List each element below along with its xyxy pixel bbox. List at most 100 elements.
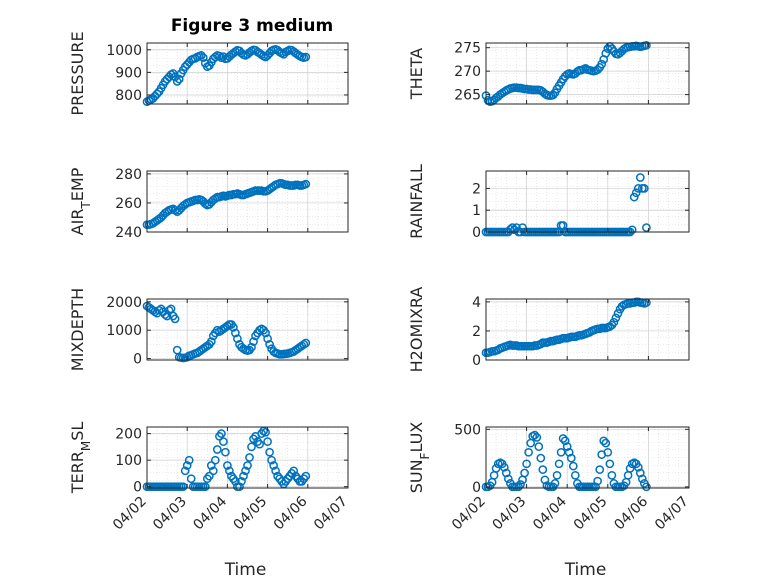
data-point (635, 173, 645, 182)
x-tick-label: 04/06 (611, 493, 651, 533)
data-point (560, 436, 570, 446)
data-point (536, 339, 546, 349)
data-point (550, 479, 560, 488)
data-series (481, 430, 651, 492)
grid (146, 298, 349, 361)
y-tick-label: 0 (472, 225, 481, 241)
data-point (245, 453, 254, 462)
y-axis-label: PRESSURE (68, 31, 87, 115)
x-tick-label: 04/03 (150, 494, 190, 534)
data-point (532, 433, 542, 442)
y-axis-label: THETA (407, 48, 426, 100)
data-point (265, 447, 274, 457)
data-point (642, 40, 651, 50)
data-point (538, 465, 548, 474)
data-point (593, 476, 602, 486)
data-point (603, 447, 613, 457)
data-point (299, 340, 309, 349)
x-tick-label: 04/05 (231, 494, 271, 534)
figure-title: Figure 3 medium (171, 16, 333, 36)
data-point (243, 461, 252, 470)
x-tick-label: 04/04 (190, 493, 230, 533)
subplot-7: 0 100 200 04/02 04/03 04/04 04/05 04/06 04/07 Tim… (68, 422, 351, 580)
axes-box (146, 42, 349, 105)
subplot-1: 800 900 1000 PRESSURE (68, 31, 349, 116)
y-tick-label: 0 (472, 353, 481, 369)
data-point (154, 305, 164, 315)
data-point (239, 471, 248, 481)
y-tick-label: 260 (115, 196, 142, 212)
y-tick-label: 1000 (106, 43, 142, 59)
y-tick-label: 0 (472, 480, 481, 496)
axes-box (485, 426, 690, 489)
data-point (206, 337, 216, 346)
data-point (219, 52, 228, 61)
data-point (639, 184, 649, 193)
data-point (625, 464, 635, 473)
data-point (540, 475, 550, 485)
data-point (152, 89, 162, 99)
data-point (269, 461, 278, 470)
data-point (595, 465, 605, 474)
data-series (142, 301, 311, 363)
y-axis-label: H2OMIXRA (407, 287, 426, 373)
data-point (642, 482, 651, 492)
data-point (231, 47, 240, 56)
subplot-8: 0 500 04/02 04/03 04/04 04/05 04/06 04/07 Time SU… (407, 422, 692, 580)
data-point (261, 427, 270, 437)
y-tick-label: 0 (133, 352, 142, 368)
data-point (235, 482, 244, 492)
y-tick-label: 100 (115, 453, 142, 469)
data-point (172, 77, 182, 86)
data-point (200, 482, 210, 492)
data-point (605, 459, 615, 469)
data-point (501, 468, 511, 478)
data-point (174, 74, 184, 84)
x-tick-label: 04/05 (571, 494, 611, 534)
data-point (591, 482, 600, 492)
data-point (170, 314, 180, 324)
data-point (568, 461, 578, 471)
data-point (261, 328, 270, 338)
data-point (508, 223, 517, 232)
y-tick-label: 2 (472, 181, 481, 197)
y-tick-label: 280 (115, 167, 142, 183)
data-point (271, 466, 280, 476)
data-point (524, 447, 533, 457)
data-series (142, 178, 311, 230)
data-point (635, 468, 645, 478)
x-tick-label: 04/07 (652, 494, 692, 534)
data-point (611, 313, 621, 323)
data-point (223, 461, 232, 470)
y-tick-label: 275 (454, 41, 481, 57)
data-point (633, 462, 643, 472)
data-point (642, 223, 651, 232)
data-point (301, 471, 311, 481)
x-tick-label: 04/07 (311, 494, 351, 534)
y-tick-label: 2000 (106, 295, 142, 311)
data-point (164, 305, 174, 315)
grid (146, 426, 349, 489)
data-series (481, 40, 651, 107)
y-tick-label: 500 (454, 422, 481, 438)
axes-box (485, 170, 690, 233)
y-axis-label: TERRMSL (68, 422, 93, 495)
data-point (522, 459, 531, 469)
y-axis-label: SUNFLUX (407, 422, 432, 494)
data-point (499, 462, 509, 472)
data-point (607, 470, 617, 480)
data-point (593, 65, 602, 75)
x-tick-label: 04/03 (490, 494, 530, 534)
data-point (184, 455, 194, 465)
data-point (558, 434, 568, 443)
y-tick-label: 240 (115, 225, 142, 241)
data-point (225, 466, 234, 476)
data-point (255, 439, 264, 449)
y-tick-label: 800 (115, 88, 142, 104)
data-point (196, 51, 206, 60)
data-point (503, 474, 513, 484)
axes-box (146, 426, 349, 489)
data-point (229, 323, 238, 332)
data-point (247, 442, 256, 452)
